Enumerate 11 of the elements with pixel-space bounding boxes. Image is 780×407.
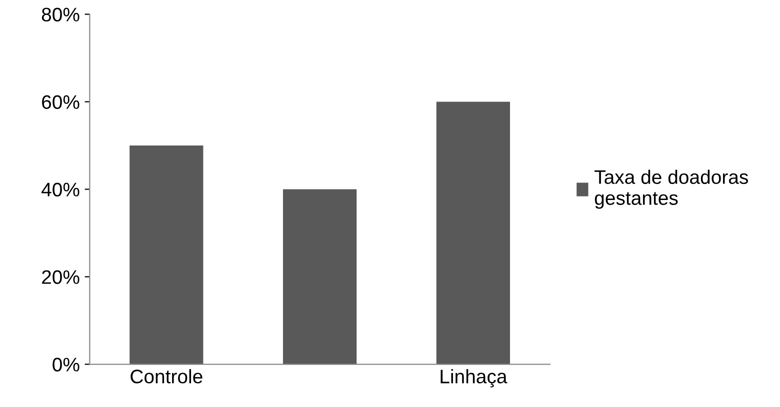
y-tick-label: 60% (42, 95, 80, 109)
x-tick-label: Controle (130, 369, 202, 384)
bar (282, 189, 357, 364)
bar (436, 102, 510, 364)
y-tick-label: 80% (42, 8, 80, 22)
y-tick-label: 0% (52, 358, 80, 372)
y-tick-label: 40% (42, 182, 80, 196)
legend-label: Taxa de doadoras gestantes (594, 170, 748, 209)
x-tick-label: Linhaça (440, 369, 508, 388)
bar (130, 146, 204, 364)
y-tick-label: 20% (42, 270, 80, 284)
